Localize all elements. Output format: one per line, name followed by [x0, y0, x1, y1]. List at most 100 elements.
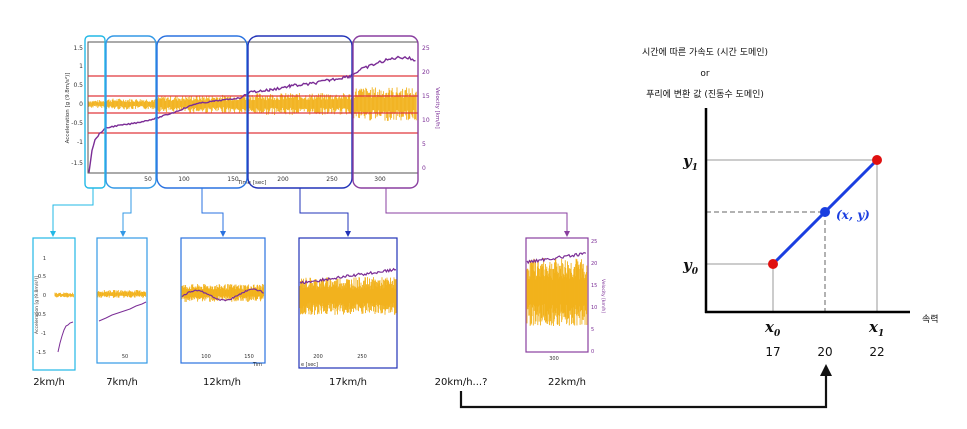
connector-22kmh	[385, 188, 568, 231]
y-right-tick-1: 25	[422, 45, 430, 52]
subplot-7kmh-velocity	[98, 301, 147, 322]
y-left-axis-label: Acceleration [g (9.8m/s²)]	[64, 73, 71, 144]
subplot-22kmh-rtick-2: 20	[591, 261, 597, 267]
y0-label: y0	[682, 256, 699, 277]
y-left-tick-2: 1	[79, 63, 83, 70]
subplot-2kmh-tick-1: 1	[43, 256, 46, 262]
point-label: (x, y)	[836, 208, 870, 222]
x0-subscript: 0	[774, 329, 781, 339]
subplot-17kmh: 200 250 e [sec]	[298, 237, 398, 369]
subplot-7kmh-frame	[96, 237, 148, 364]
y0-subscript: 0	[692, 267, 699, 277]
x0-label: x0	[764, 318, 781, 339]
subplot-22kmh-rtick-3: 15	[591, 283, 597, 289]
label-17kmh: 17km/h	[329, 377, 367, 388]
subplot-2kmh: 1 0.5 0 -0.5 -1 -1.5 Acceleration [g (9.…	[32, 237, 76, 371]
connector-arrows	[50, 188, 570, 237]
subplot-7kmh: 50	[96, 237, 148, 364]
y1-label: y1	[682, 152, 698, 173]
y-right-tick-3: 15	[422, 93, 430, 100]
query-arrow	[459, 374, 828, 409]
y-left-tick-1: 1.5	[73, 45, 83, 52]
interpolation-diagram: 시간에 따른 가속도 (시간 도메인) or 푸리에 변환 값 (진동수 도메인…	[642, 47, 939, 359]
subplot-12kmh-xtick-1: 100	[201, 354, 211, 360]
subplot-17kmh-xtick-2: 250	[357, 354, 367, 360]
interp-title-line2: 푸리에 변환 값 (진동수 도메인)	[646, 88, 764, 100]
subplot-12kmh-velocity	[181, 288, 264, 302]
y-right-axis-label: Velocity [km/h]	[434, 87, 440, 129]
connector-17kmh	[299, 188, 349, 231]
x1-label: x1	[868, 318, 884, 339]
main-velocity-line	[88, 55, 416, 173]
label-20kmh-question: 20km/h...?	[435, 377, 488, 388]
subplot-12kmh: 100 150 Tim	[180, 237, 266, 368]
endpoint-x0-y0	[768, 259, 778, 269]
arrowhead-12kmh	[220, 231, 226, 237]
subplot-22kmh-rtick-5: 5	[591, 327, 594, 333]
subplot-22kmh-rtick-6: 0	[591, 349, 594, 355]
interpolated-point	[820, 207, 830, 217]
y-right-tick-2: 20	[422, 69, 430, 76]
subplot-22kmh-rtick-4: 10	[591, 305, 597, 311]
x-tick-50: 50	[144, 176, 152, 183]
label-2kmh: 2km/h	[33, 377, 65, 388]
subplot-22kmh-velocity	[526, 252, 587, 265]
x1-value: 22	[869, 345, 884, 359]
x-value: 20	[817, 345, 832, 359]
subplot-22kmh-xtick: 300	[549, 356, 559, 362]
y-right-tick-6: 0	[422, 165, 426, 172]
speed-axis-label: 속력	[922, 313, 939, 325]
y-left-tick-6: -1	[77, 139, 83, 146]
y-left-tick-5: -0.5	[71, 120, 83, 127]
connector-2kmh	[52, 188, 94, 231]
subplot-12kmh-xtick-2: 150	[244, 354, 254, 360]
arrowhead-17kmh	[345, 231, 351, 237]
subplot-2kmh-signal	[54, 292, 74, 298]
arrowhead-22kmh	[564, 231, 570, 237]
subplot-22kmh: 300 25 20 15 10 5 0 Velocity [km/h]	[525, 237, 606, 362]
subplot-7kmh-signal	[97, 290, 147, 298]
subplot-12kmh-xlabel: Tim	[252, 362, 262, 368]
endpoint-x1-y1	[872, 155, 882, 165]
subplot-2kmh-ylabel: Acceleration [g (9.8m/s²)]	[34, 276, 40, 334]
x-axis-label: Time [sec]	[237, 180, 267, 186]
subplot-12kmh-signal	[181, 284, 265, 302]
subplot-17kmh-velocity	[299, 267, 397, 285]
x-tick-300: 300	[374, 176, 386, 183]
y-left-tick-7: -1.5	[71, 160, 83, 167]
subplot-2kmh-tick-4: -0.5	[36, 312, 46, 318]
x-tick-200: 200	[277, 176, 289, 183]
connector-12kmh	[201, 188, 224, 231]
connector-7kmh	[122, 188, 132, 231]
subplot-17kmh-signal	[299, 277, 397, 315]
x-tick-250: 250	[326, 176, 338, 183]
y-right-tick-5: 5	[422, 141, 426, 148]
x1-subscript: 1	[878, 329, 884, 339]
y-left-tick-4: 0	[79, 101, 83, 108]
subplot-2kmh-tick-2: 0.5	[38, 274, 46, 280]
label-7kmh: 7km/h	[106, 377, 138, 388]
y-right-tick-4: 10	[422, 117, 430, 124]
x0-value: 17	[765, 345, 780, 359]
subplot-12kmh-frame	[180, 237, 266, 364]
y-left-tick-3: 0.5	[73, 82, 83, 89]
label-22kmh: 22km/h	[548, 377, 586, 388]
main-plot: 1.5 1 0.5 0 -0.5 -1 -1.5 Acceleration [g…	[64, 35, 440, 189]
y1-subscript: 1	[692, 163, 698, 173]
subplot-2kmh-tick-5: -1	[41, 331, 46, 337]
subplot-2kmh-tick-6: -1.5	[36, 350, 46, 356]
interp-title-line1: 시간에 따른 가속도 (시간 도메인)	[642, 47, 768, 58]
arrowhead-7kmh	[120, 231, 126, 237]
arrowhead-2kmh	[50, 231, 56, 237]
subplot-22kmh-ylabel: Velocity [km/h]	[600, 279, 606, 313]
subplot-2kmh-frame	[32, 237, 76, 371]
x-tick-100: 100	[178, 176, 190, 183]
subplot-22kmh-rtick-1: 25	[591, 239, 597, 245]
subplot-2kmh-tick-3: 0	[43, 293, 46, 299]
subplot-7kmh-xtick: 50	[122, 354, 128, 360]
x-tick-150: 150	[227, 176, 239, 183]
query-arrowhead	[820, 364, 832, 376]
subplot-2kmh-velocity	[57, 321, 74, 353]
interp-title-or: or	[700, 69, 710, 79]
